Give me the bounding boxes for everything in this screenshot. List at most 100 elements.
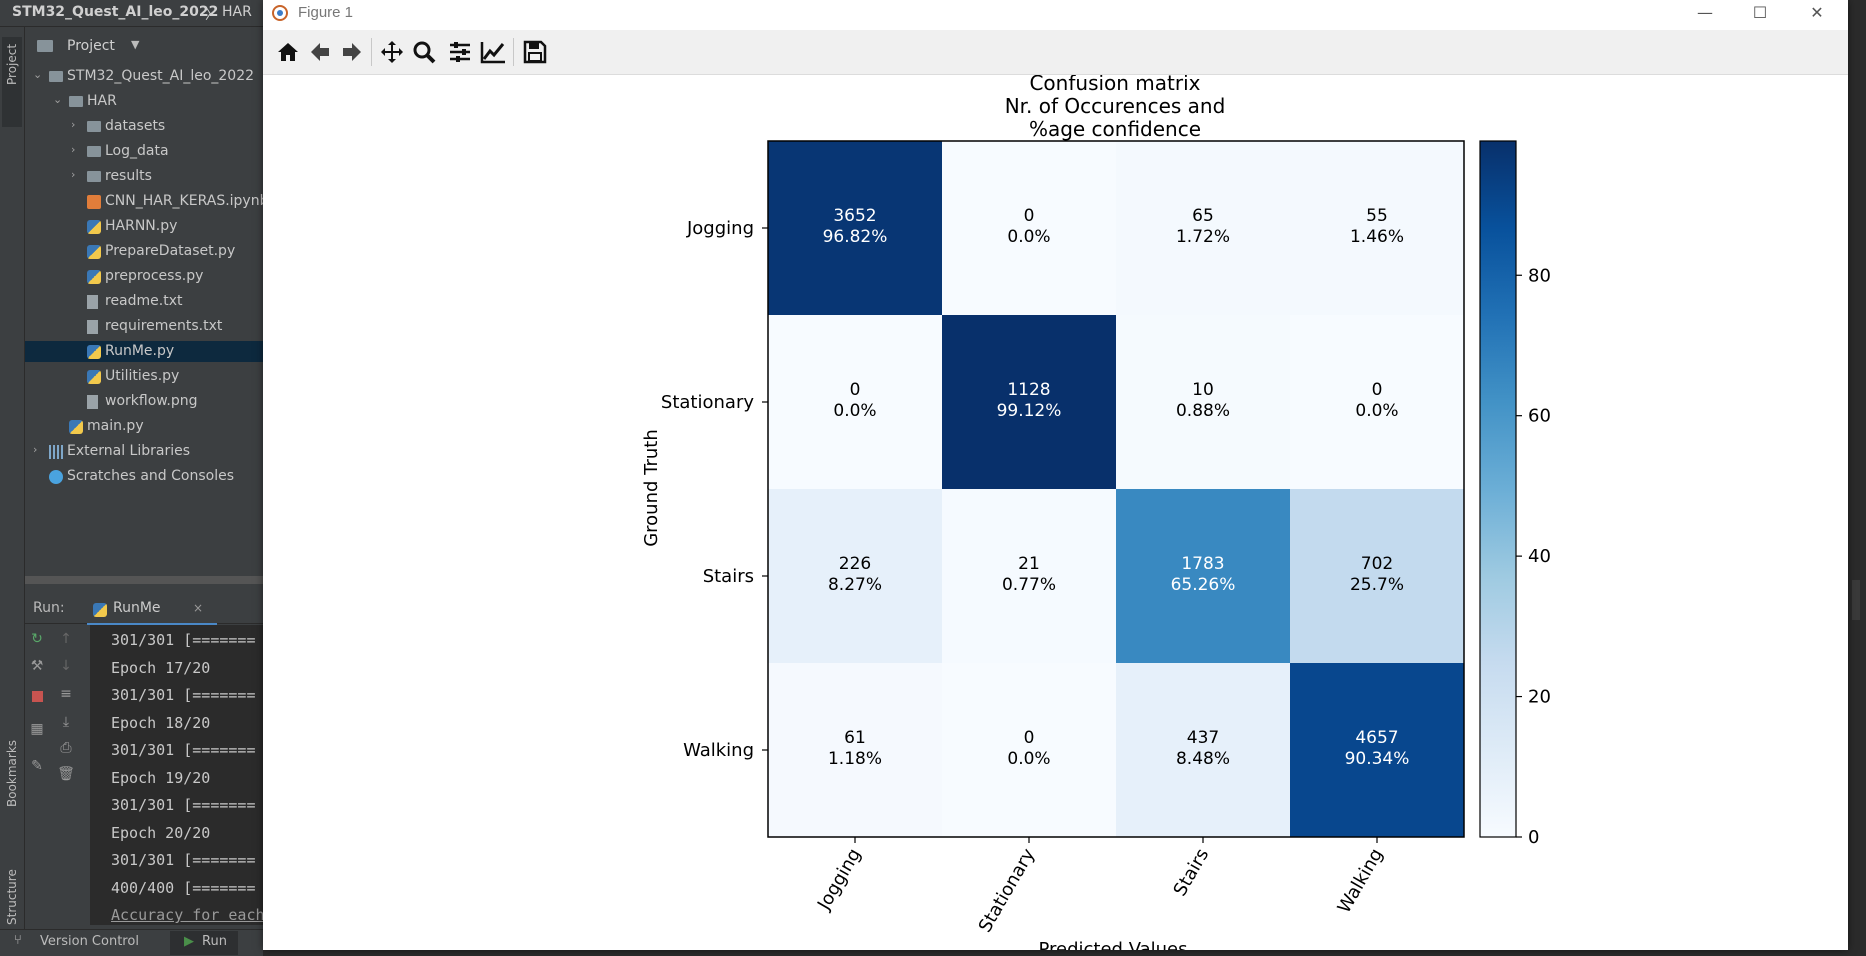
tree-item-har[interactable]: ⌄ HAR bbox=[25, 91, 263, 112]
breadcrumb-har[interactable]: HAR bbox=[222, 4, 252, 20]
zoom-icon[interactable] bbox=[409, 37, 439, 67]
pan-icon[interactable] bbox=[377, 37, 407, 67]
minimize-button[interactable]: — bbox=[1697, 3, 1713, 22]
folder-icon bbox=[69, 96, 83, 107]
run-tab-runme[interactable]: RunMe × bbox=[87, 599, 217, 625]
tree-item-requirements-txt[interactable]: requirements.txt bbox=[25, 316, 263, 337]
wrench-icon[interactable]: ⚒ bbox=[30, 658, 44, 674]
breadcrumb-project[interactable]: STM32_Quest_AI_leo_2022 bbox=[12, 4, 219, 20]
maximize-button[interactable]: ☐ bbox=[1752, 3, 1768, 22]
chevron-right-icon[interactable]: › bbox=[71, 168, 76, 181]
close-window-button[interactable]: ✕ bbox=[1810, 3, 1824, 22]
chevron-down-icon[interactable]: ▼ bbox=[131, 38, 140, 51]
branch-icon: ⑂ bbox=[14, 933, 22, 948]
tree-item-label: results bbox=[105, 168, 152, 184]
chevron-right-icon[interactable]: › bbox=[33, 443, 38, 456]
tree-item-label: main.py bbox=[87, 418, 144, 434]
cell-percent-label: 8.48% bbox=[1176, 749, 1230, 769]
folder-icon bbox=[49, 71, 63, 82]
back-icon[interactable] bbox=[305, 37, 335, 67]
scroll-to-end-icon[interactable]: ⤓ bbox=[62, 714, 70, 730]
tree-item-label: HARNN.py bbox=[105, 218, 178, 234]
heatmap-cell bbox=[942, 141, 1116, 315]
project-panel-title[interactable]: Project bbox=[67, 38, 115, 54]
print-icon[interactable]: ⎙ bbox=[60, 740, 72, 756]
pin-icon[interactable]: ✎ bbox=[31, 758, 43, 774]
left-tool-strip: Project Bookmarks Structure bbox=[0, 27, 25, 929]
tree-item-cnn-har-keras-ipynb[interactable]: CNN_HAR_KERAS.ipynb bbox=[25, 191, 268, 212]
tree-item-preparedataset-py[interactable]: PrepareDataset.py bbox=[25, 241, 263, 262]
close-icon[interactable]: × bbox=[193, 601, 204, 615]
scroll-up-icon[interactable]: ↑ bbox=[60, 631, 72, 647]
console-line: 301/301 [======= bbox=[111, 631, 256, 649]
ide-right-edge bbox=[1848, 0, 1866, 955]
colorbar-tick-label: 40 bbox=[1528, 546, 1551, 567]
cell-count-label: 0 bbox=[1024, 206, 1035, 226]
tree-item-runme-py[interactable]: RunMe.py bbox=[25, 341, 263, 362]
chart-title-line: Confusion matrix bbox=[1029, 75, 1200, 95]
subplots-icon[interactable] bbox=[445, 37, 475, 67]
cell-count-label: 10 bbox=[1192, 380, 1214, 400]
tree-item-utilities-py[interactable]: Utilities.py bbox=[25, 366, 263, 387]
heatmap-cell bbox=[768, 663, 942, 837]
figure-window: Figure 1 — ☐ ✕ Confusion bbox=[263, 0, 1848, 950]
cell-percent-label: 1.18% bbox=[828, 749, 882, 769]
figure-canvas[interactable]: Confusion matrix Nr. of Occurences and %ag… bbox=[263, 75, 1848, 950]
tool-tab-bookmarks[interactable]: Bookmarks bbox=[2, 727, 22, 817]
tool-tab-project[interactable]: Project bbox=[2, 37, 22, 127]
cell-count-label: 226 bbox=[839, 554, 871, 574]
stop-icon[interactable] bbox=[28, 689, 46, 707]
tree-item-label: RunMe.py bbox=[105, 343, 175, 359]
chart-title-line: %age confidence bbox=[1029, 117, 1201, 141]
tool-tab-structure[interactable]: Structure bbox=[2, 847, 22, 937]
heatmap-cell bbox=[1116, 489, 1290, 663]
tree-item-external-libraries[interactable]: › External Libraries bbox=[25, 441, 263, 462]
cell-percent-label: 99.12% bbox=[997, 401, 1062, 421]
cell-count-label: 1128 bbox=[1007, 380, 1050, 400]
status-run[interactable]: Run bbox=[202, 934, 227, 949]
status-version-control[interactable]: Version Control bbox=[40, 934, 139, 949]
rerun-icon[interactable]: ↻ bbox=[31, 631, 43, 647]
figure-title: Figure 1 bbox=[298, 4, 354, 21]
y-tick-label: Walking bbox=[683, 740, 754, 761]
trash-icon[interactable]: 🗑 bbox=[57, 766, 75, 782]
tool-tab-bookmarks-label: Bookmarks bbox=[5, 739, 19, 807]
forward-icon[interactable] bbox=[337, 37, 367, 67]
cell-count-label: 21 bbox=[1018, 554, 1040, 574]
run-toolbar: ↻ ↑ ⚒ ↓ ≡ ▦ ⤓ ⎙ ✎ 🗑 bbox=[25, 625, 85, 925]
tree-item-results[interactable]: › results bbox=[25, 166, 263, 187]
scroll-nub bbox=[1852, 580, 1860, 620]
run-play-icon: ▶ bbox=[184, 934, 194, 949]
figure-toolbar bbox=[263, 30, 1848, 75]
heatmap-cell bbox=[1290, 663, 1464, 837]
save-icon[interactable] bbox=[520, 37, 550, 67]
tree-item-scratches-and-consoles[interactable]: Scratches and Consoles bbox=[25, 466, 263, 487]
console-line: 301/301 [======= bbox=[111, 851, 256, 869]
home-icon[interactable] bbox=[273, 37, 303, 67]
chevron-right-icon[interactable]: › bbox=[71, 118, 76, 131]
cell-percent-label: 0.0% bbox=[1355, 401, 1398, 421]
tree-item-readme-txt[interactable]: readme.txt bbox=[25, 291, 263, 312]
chevron-down-icon[interactable]: ⌄ bbox=[53, 93, 63, 106]
run-console-output[interactable]: 301/301 [======= Epoch 17/20 301/301 [====… bbox=[90, 625, 263, 925]
tree-item-preprocess-py[interactable]: preprocess.py bbox=[25, 266, 263, 287]
tree-item-label: workflow.png bbox=[105, 393, 198, 409]
edit-axis-icon[interactable] bbox=[477, 37, 507, 67]
cell-percent-label: 0.88% bbox=[1176, 401, 1230, 421]
tree-item-harnn-py[interactable]: HARNN.py bbox=[25, 216, 263, 237]
layout-icon[interactable]: ▦ bbox=[30, 721, 44, 737]
figure-titlebar[interactable]: Figure 1 — ☐ ✕ bbox=[263, 0, 1848, 28]
file-icon bbox=[87, 320, 98, 334]
chevron-down-icon[interactable]: ⌄ bbox=[33, 68, 43, 81]
cell-percent-label: 0.0% bbox=[833, 401, 876, 421]
tree-item-log-data[interactable]: › Log_data bbox=[25, 141, 263, 162]
soft-wrap-icon[interactable]: ≡ bbox=[60, 686, 72, 702]
chevron-right-icon[interactable]: › bbox=[71, 143, 76, 156]
tree-item-stm32-quest-ai-leo-2022[interactable]: ⌄ STM32_Quest_AI_leo_2022 bbox=[25, 66, 263, 87]
tree-item-datasets[interactable]: › datasets bbox=[25, 116, 263, 137]
scroll-down-icon[interactable]: ↓ bbox=[60, 658, 72, 674]
panel-splitter[interactable] bbox=[25, 576, 263, 584]
y-tick-label: Jogging bbox=[686, 218, 754, 239]
tree-item-main-py[interactable]: main.py bbox=[25, 416, 263, 437]
tree-item-workflow-png[interactable]: workflow.png bbox=[25, 391, 263, 412]
